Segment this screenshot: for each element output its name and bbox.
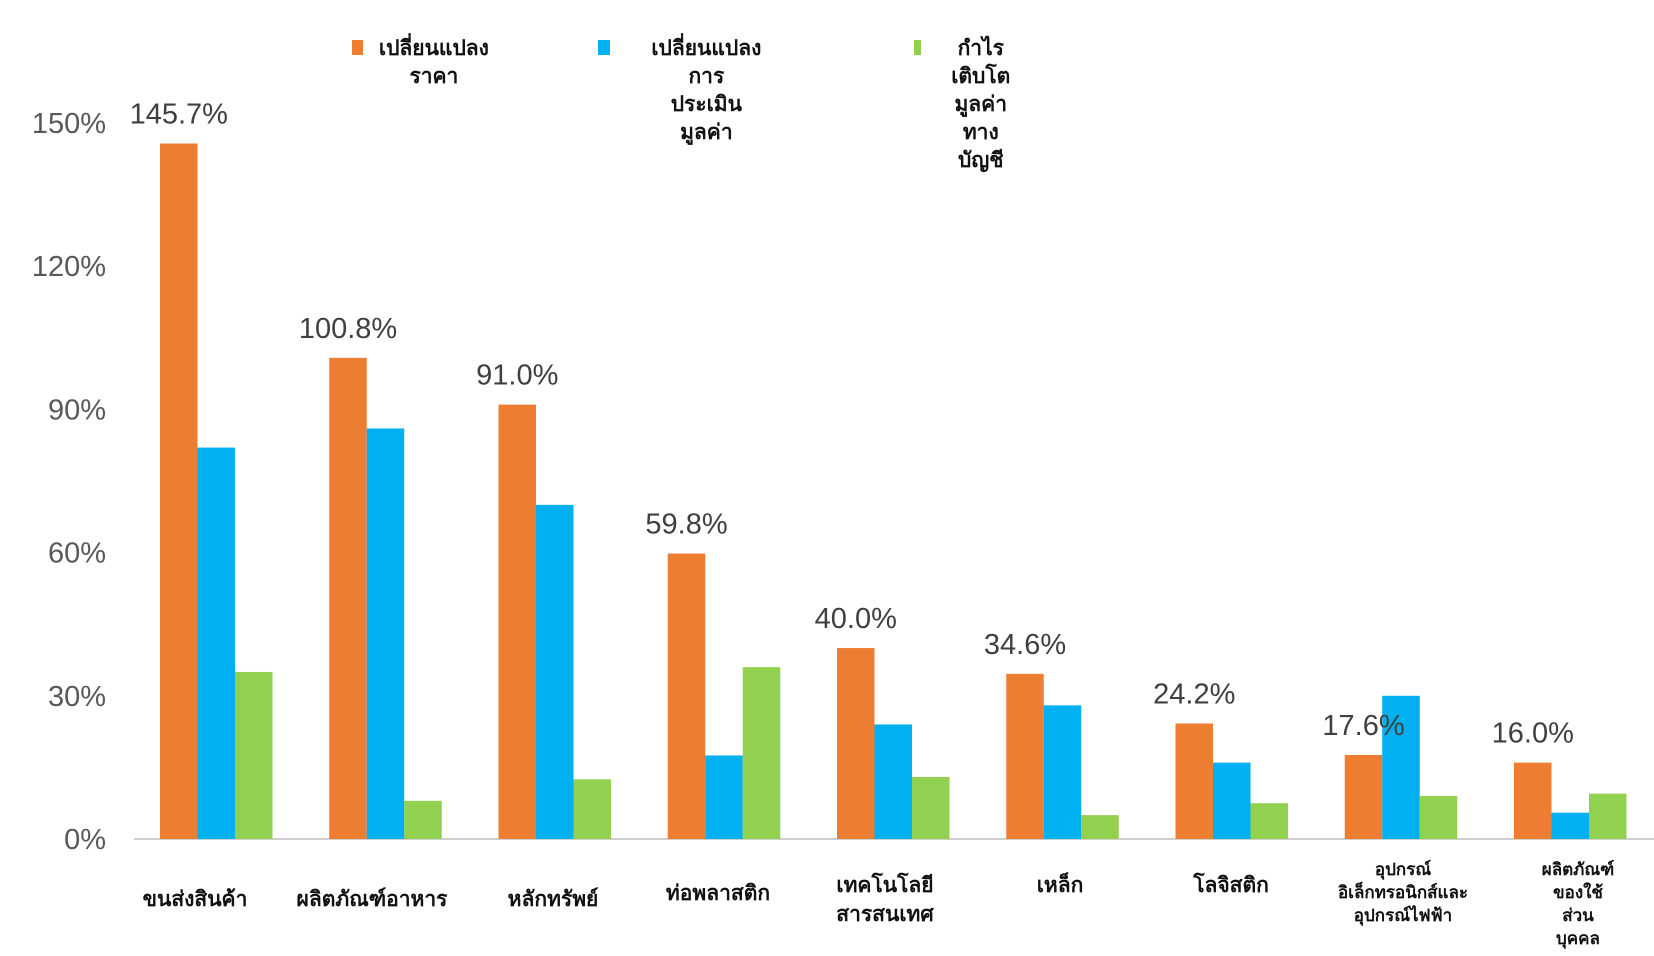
data-label: 145.7% (130, 99, 228, 131)
legend-label: เปลี่ยนแปลงราคา (378, 36, 489, 88)
bar-series-3-category-5 (912, 776, 950, 839)
bar-series-1-category-6 (1006, 673, 1044, 839)
bar-series-2-category-2 (366, 428, 405, 839)
bar-series-2-category-6 (1043, 705, 1082, 839)
category-label-information-technology: เทคโนโลยี สารสนเทศ (836, 873, 934, 926)
y-tick-label: 150% (32, 108, 106, 140)
y-tick-label: 90% (48, 394, 106, 426)
bar-series-3-category-1 (235, 671, 273, 839)
bar-series-3-category-8 (1419, 796, 1458, 839)
category-label-logistics: โลจิสติก (1193, 873, 1269, 897)
bar-series-1-category-1 (160, 143, 198, 839)
category-label-food-products: ผลิตภัณฑ์อาหาร (296, 887, 448, 911)
y-tick-label: 0% (64, 824, 106, 856)
bar-series-1-category-4 (667, 553, 706, 839)
y-axis: 0% 30% 60% 90% 120% 150% (32, 108, 106, 856)
category-label-electronics-electrical: อุปกรณ์ อิเล็กทรอนิกส์และ อุปกรณ์ไฟฟ้า (1337, 860, 1469, 926)
bar-series-2-category-4 (705, 755, 743, 839)
legend-item-valuation-change: เปลี่ยนแปลงการ ประเมินมูลค่า (598, 34, 763, 146)
data-label: 34.6% (984, 629, 1066, 661)
legend-swatch-green (914, 40, 922, 55)
data-label: 59.8% (645, 509, 727, 541)
y-tick-label: 60% (48, 538, 106, 570)
bar-series-3-category-7 (1250, 803, 1288, 839)
data-label: 17.6% (1322, 710, 1404, 742)
category-label-plastic-pipes: ท่อพลาสติก (665, 881, 771, 905)
bar-series-1-category-3 (498, 404, 536, 839)
data-label: 40.0% (815, 603, 897, 635)
bar-series-2-category-7 (1213, 762, 1251, 839)
category-label-freight: ขนส่งสินค้า (142, 887, 248, 911)
bar-series-3-category-9 (1589, 793, 1627, 839)
y-tick-label: 30% (48, 681, 106, 713)
bar-series-3-category-2 (404, 800, 442, 839)
bar-series-2-category-3 (536, 504, 574, 839)
bar-series-2-category-9 (1551, 812, 1589, 839)
bar-series-3-category-6 (1081, 815, 1119, 839)
bar-series-1-category-2 (329, 357, 367, 839)
bar-series-1-category-7 (1175, 723, 1213, 839)
data-label: 100.8% (299, 313, 397, 345)
legend-swatch-blue (598, 40, 610, 55)
bar-series-2-category-5 (874, 724, 912, 839)
y-tick-label: 120% (32, 251, 106, 283)
legend-swatch-orange (352, 40, 363, 55)
bar-series-2-category-8 (1382, 695, 1420, 839)
data-label: 16.0% (1492, 718, 1574, 750)
plot-area (160, 143, 1627, 839)
bar-series-1-category-8 (1344, 754, 1383, 839)
category-label-securities: หลักทรัพย์ (507, 887, 599, 911)
bar-series-1-category-9 (1514, 762, 1552, 839)
bar-series-2-category-1 (197, 447, 235, 839)
legend-label: กำไรเติบโต มูลค่าทางบัญชี (951, 36, 1011, 172)
legend-label: เปลี่ยนแปลงการ ประเมินมูลค่า (651, 36, 762, 144)
legend-item-book-value-growth: กำไรเติบโต มูลค่าทางบัญชี (914, 34, 1014, 174)
data-labels: 145.7% 100.8% 91.0% 59.8% 40.0% 34.6% 24.2% 17.… (130, 99, 1574, 750)
bar-series-1-category-5 (837, 648, 875, 839)
bar-series-3-category-3 (573, 779, 611, 839)
category-label-personal-products: ผลิตภัณฑ์ ของใช้ส่วน บุคคล (1541, 860, 1615, 949)
data-label: 24.2% (1153, 678, 1235, 710)
data-label: 91.0% (476, 360, 558, 392)
bar-series-3-category-4 (742, 667, 781, 839)
legend-item-price-change: เปลี่ยนแปลงราคา (352, 34, 491, 90)
category-label-steel: เหล็ก (1036, 873, 1084, 897)
